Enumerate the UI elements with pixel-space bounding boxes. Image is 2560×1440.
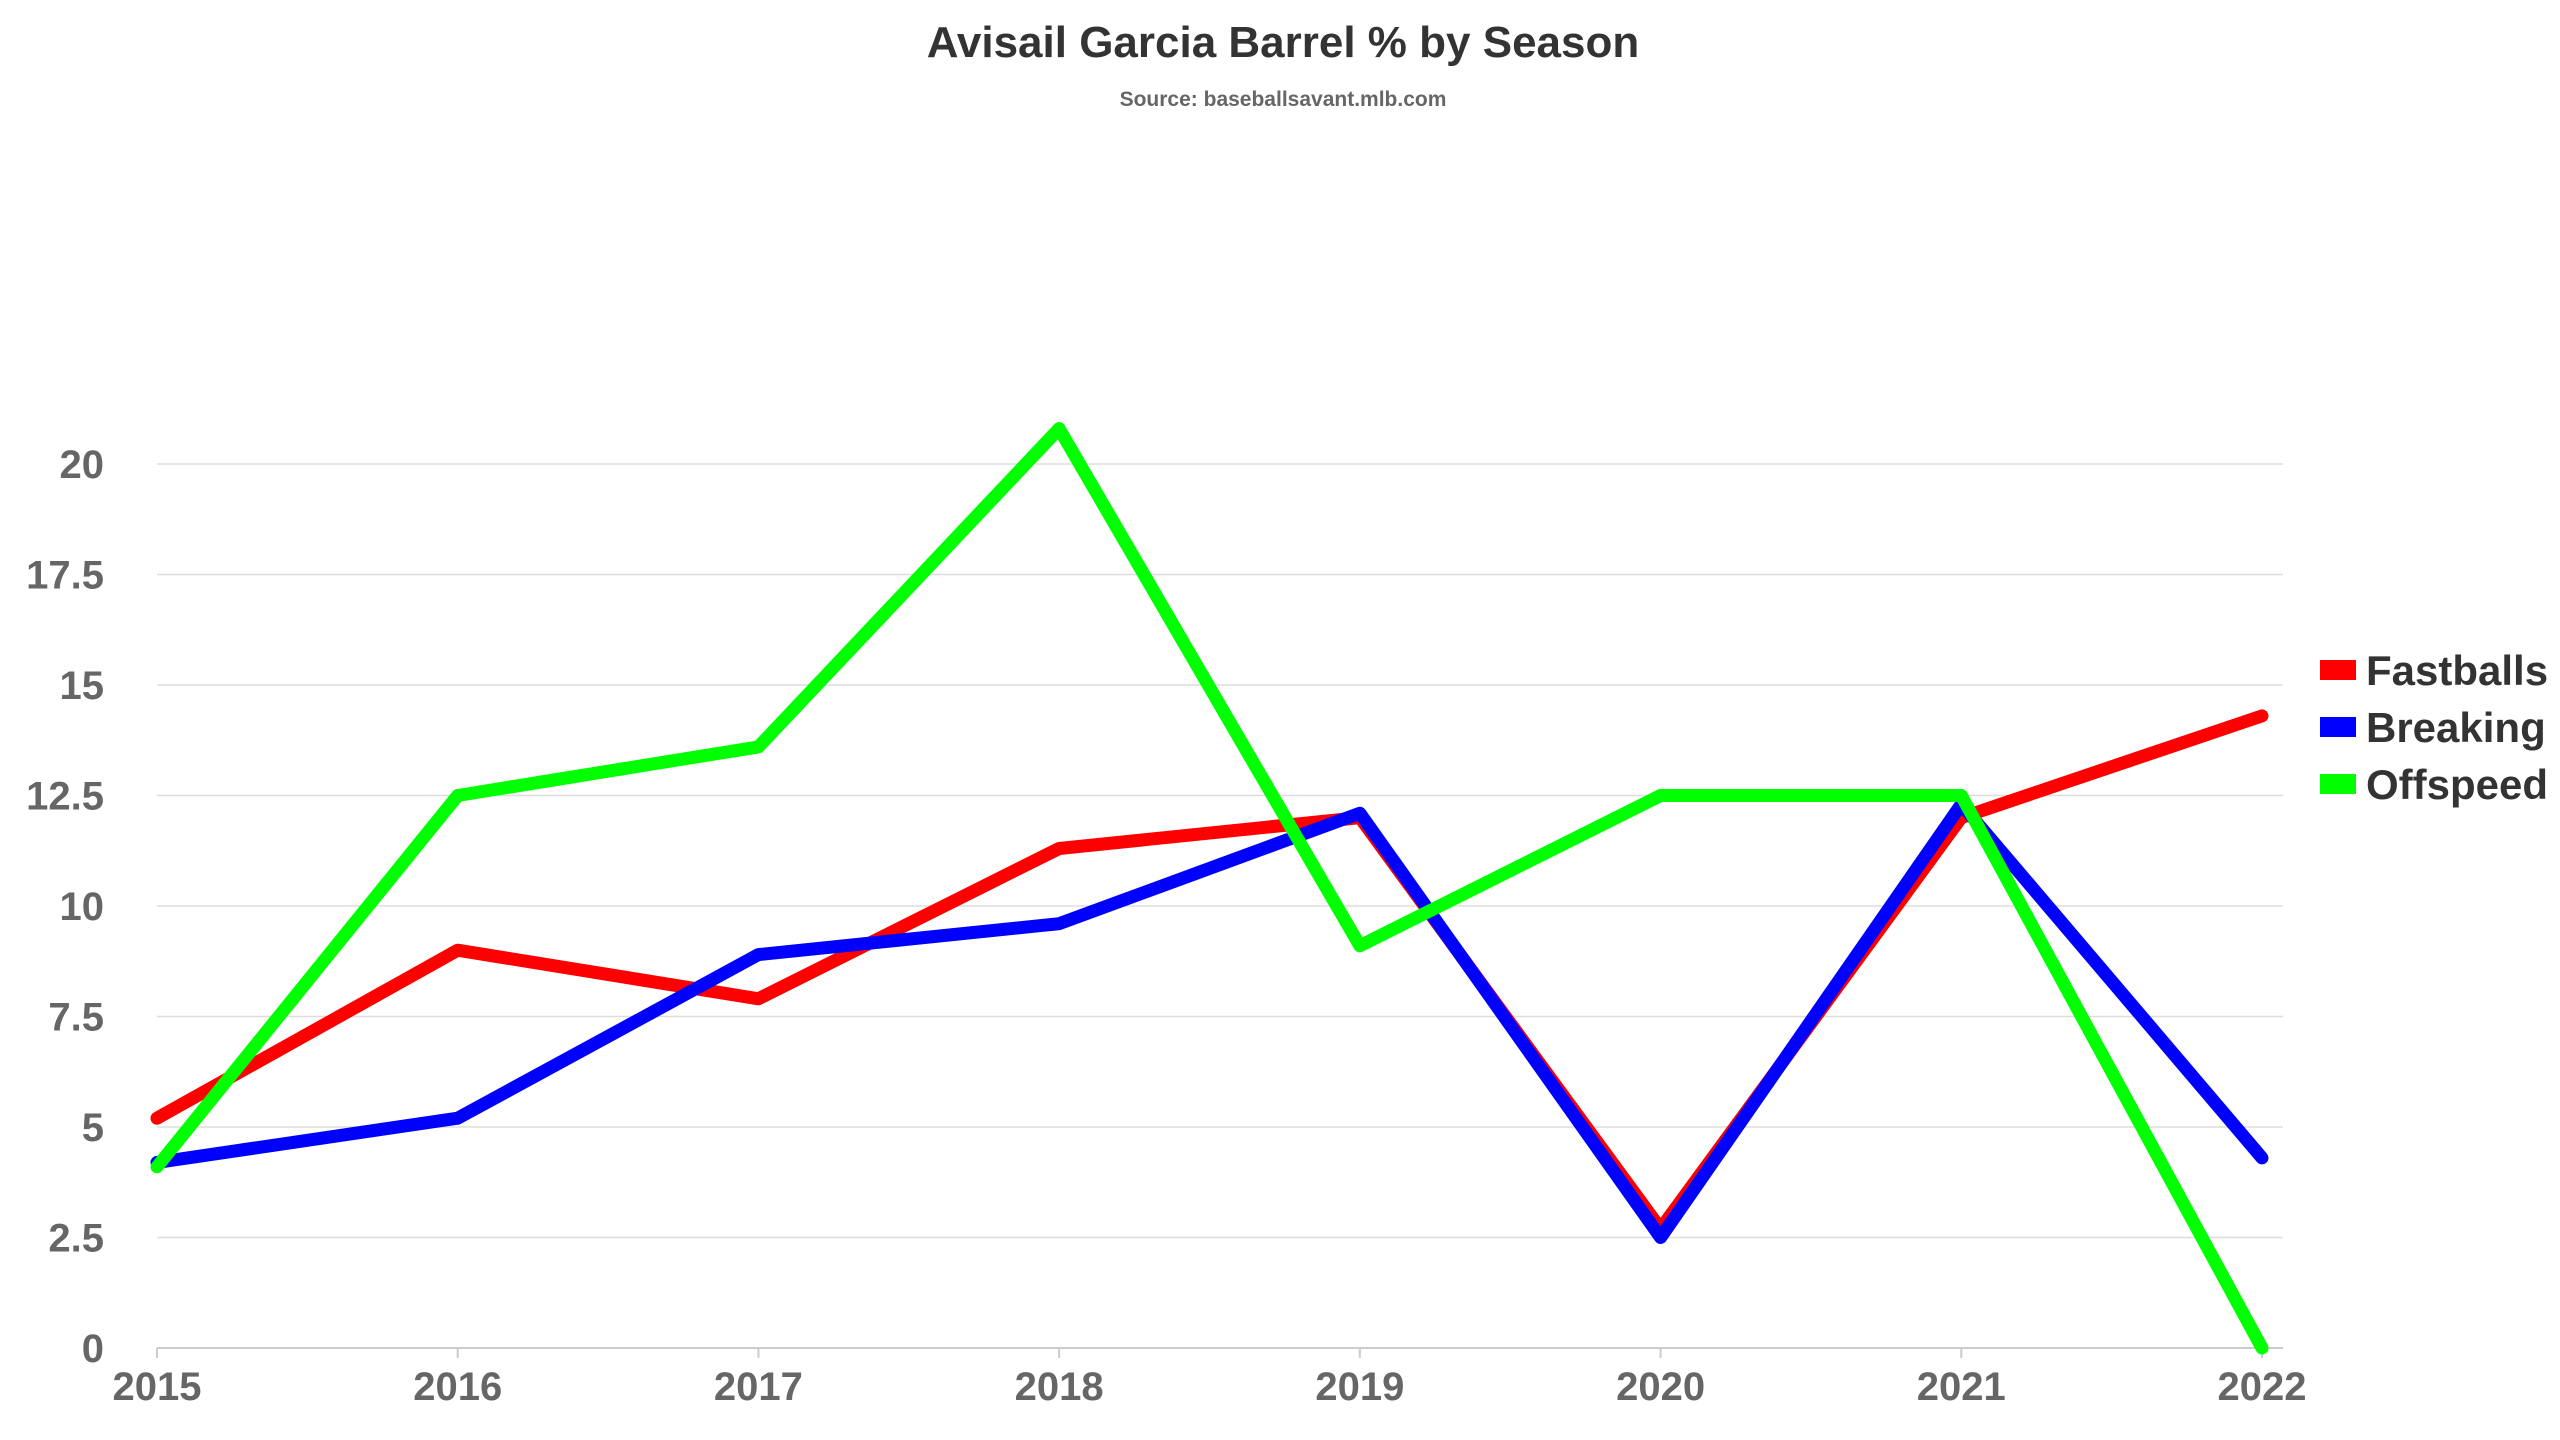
y-tick-label: 20 (60, 443, 105, 487)
y-axis: 0 2.5 5 7.5 10 12.5 15 17.5 20 (26, 443, 104, 1371)
legend-swatch-offspeed (2320, 774, 2356, 794)
y-tick-label: 0 (82, 1327, 104, 1371)
series-line-breaking (150, 797, 2269, 1244)
y-tick-label: 12.5 (26, 775, 104, 819)
y-tick-label: 2.5 (48, 1217, 104, 1261)
x-tick-label: 2018 (1015, 1365, 1104, 1409)
x-tick-label: 2019 (1315, 1365, 1404, 1409)
x-axis: 2015 2016 2017 2018 2019 2020 2021 2022 (113, 1347, 2307, 1409)
legend: Fastballs Breaking Offspeed (2320, 647, 2548, 808)
grid-lines (157, 463, 2283, 1239)
chart-subtitle: Source: baseballsavant.mlb.com (1120, 88, 1447, 111)
y-tick-label: 17.5 (26, 554, 104, 598)
chart-title: Avisail Garcia Barrel % by Season (927, 18, 1640, 67)
legend-swatch-fastballs (2320, 660, 2356, 680)
legend-swatch-breaking (2320, 717, 2356, 737)
legend-label-offspeed: Offspeed (2366, 761, 2548, 808)
x-tick-label: 2015 (113, 1365, 202, 1409)
x-tick-label: 2017 (714, 1365, 803, 1409)
y-tick-label: 10 (60, 885, 105, 929)
series-lines (150, 422, 2269, 1355)
y-tick-label: 15 (60, 664, 105, 708)
y-tick-label: 7.5 (48, 996, 104, 1040)
y-tick-label: 5 (82, 1106, 104, 1150)
x-tick-label: 2021 (1917, 1365, 2006, 1409)
legend-label-fastballs: Fastballs (2366, 647, 2548, 694)
x-tick-label: 2020 (1616, 1365, 1705, 1409)
legend-label-breaking: Breaking (2366, 704, 2546, 751)
x-tick-label: 2022 (2218, 1365, 2307, 1409)
x-tick-label: 2016 (413, 1365, 502, 1409)
series-line-offspeed (150, 422, 2269, 1355)
